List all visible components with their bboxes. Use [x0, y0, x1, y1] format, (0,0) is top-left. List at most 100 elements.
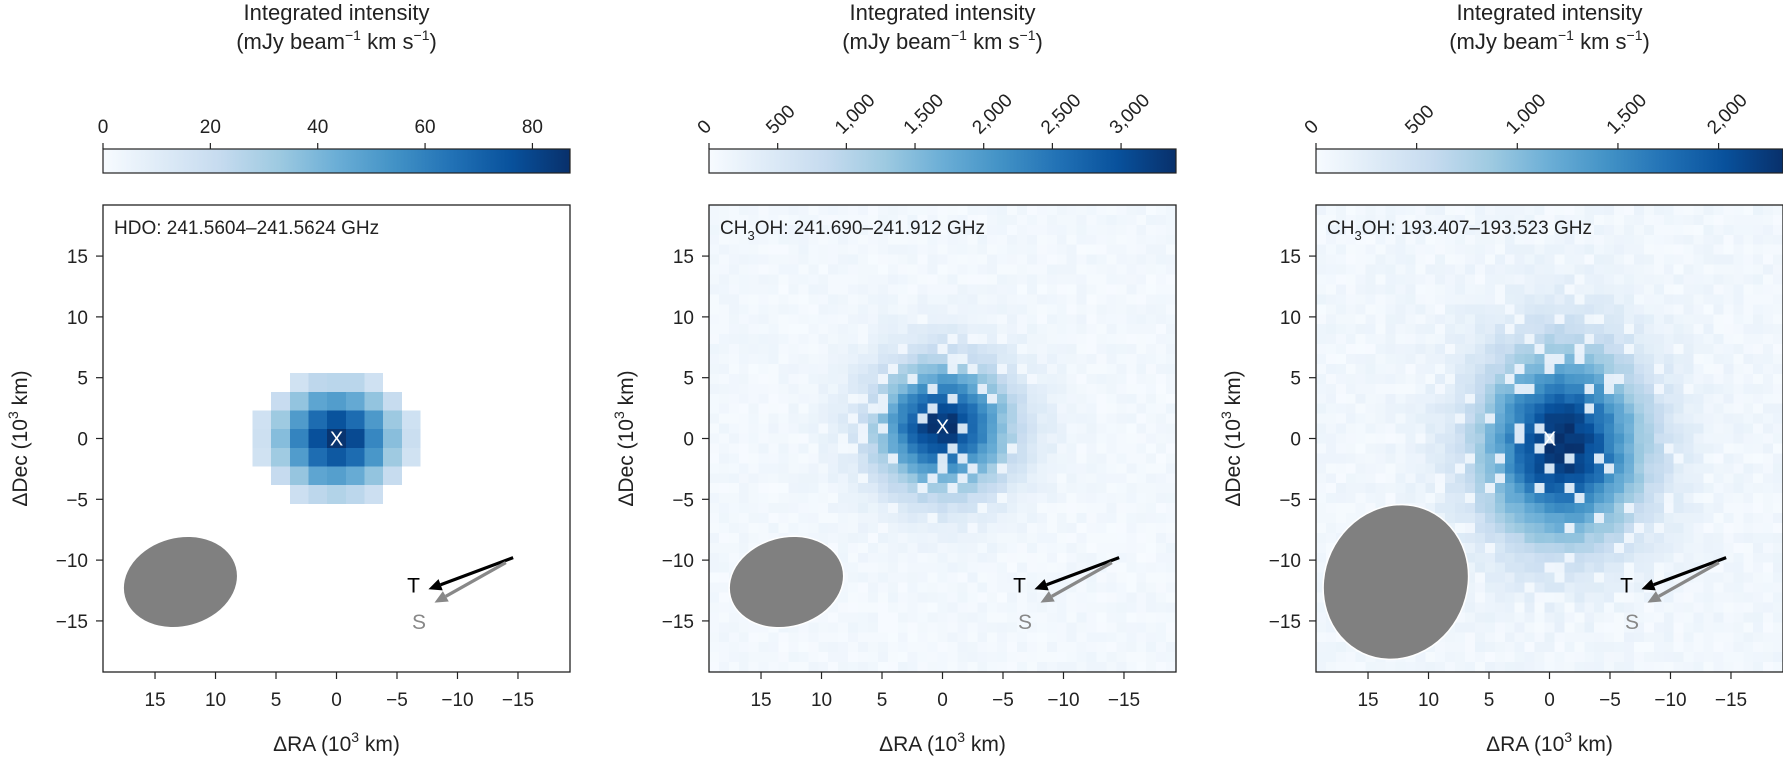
x-tick-label: −10: [1654, 690, 1686, 711]
unit-part: (mJy beam: [1449, 29, 1558, 54]
unit-part: ): [1642, 29, 1649, 54]
beam-ellipse: [1322, 503, 1470, 661]
colorbar-unit: (mJy beam−1 km s−1): [1449, 27, 1650, 54]
y-tick-label: −15: [56, 612, 88, 633]
y-tick-label: −10: [56, 551, 88, 572]
colorbar-tick-label: 0: [694, 116, 716, 138]
x-tick-label: 10: [811, 690, 832, 711]
x-tick-label: −15: [1715, 690, 1747, 711]
y-axis-label: ΔDec (103 km): [5, 370, 32, 506]
x-tick-label: −5: [992, 690, 1014, 711]
x-tick-label: 10: [1418, 690, 1439, 711]
label-text: OH: 241.690–241.912 GHz: [755, 218, 985, 239]
label-part: km): [1572, 733, 1613, 756]
colorbar-tick-label: 1,000: [831, 90, 879, 138]
x-tick-label: −5: [1599, 690, 1621, 711]
colorbar-tick-label: 500: [762, 101, 799, 138]
unit-part: (mJy beam: [842, 29, 951, 54]
panel-3: Integrated intensity(mJy beam−1 km s−1) 0…: [1218, 0, 1783, 756]
y-tick-label: 15: [1280, 247, 1301, 268]
y-tick-label: 0: [1290, 430, 1301, 451]
colorbar-tick-label: 80: [522, 117, 543, 138]
colorbar-tick-label: 500: [1401, 101, 1438, 138]
arrow-label-s: S: [412, 611, 426, 634]
x-tick-label: 5: [271, 690, 282, 711]
arrow-s-head: [1647, 591, 1662, 603]
colorbar-title: Integrated intensity: [244, 0, 430, 25]
x-tick-label: 15: [144, 690, 165, 711]
superscript: 3: [1564, 729, 1572, 745]
y-axis-label: ΔDec (103 km): [611, 370, 638, 506]
colorbar-tick-label: 60: [414, 117, 435, 138]
colorbar-tick-label: 40: [307, 117, 328, 138]
superscript: −1: [1627, 27, 1643, 43]
colorbar-tick-label: 1,500: [900, 90, 948, 138]
label-text: HDO: 241.5604–241.5624 GHz: [114, 218, 379, 239]
x-tick-label: 5: [1484, 690, 1495, 711]
subscript: 3: [747, 228, 754, 243]
label-part: km): [965, 733, 1006, 756]
y-tick-label: −5: [1279, 490, 1301, 511]
y-tick-label: 15: [67, 247, 88, 268]
y-tick-label: 0: [683, 430, 694, 451]
colorbar-title: Integrated intensity: [1457, 0, 1643, 25]
colorbar-tick-label: 2,000: [968, 90, 1016, 138]
panel-label: CH3OH: 193.407–193.523 GHz: [1327, 218, 1592, 243]
x-tick-label: −15: [502, 690, 534, 711]
colorbar-unit: (mJy beam−1 km s−1): [842, 27, 1043, 54]
superscript: 3: [1218, 411, 1234, 419]
y-tick-label: −15: [1269, 612, 1301, 633]
y-tick-label: −10: [1269, 551, 1301, 572]
label-part: km): [1222, 370, 1245, 411]
arrow-t-head: [1641, 579, 1656, 591]
label-part: km): [359, 733, 400, 756]
arrow-label-s: S: [1018, 611, 1032, 634]
label-part: ΔRA (10: [879, 733, 957, 756]
colorbar-tick-label: 1,500: [1603, 90, 1651, 138]
label-part: ΔDec (10: [9, 419, 32, 507]
y-tick-label: −5: [66, 490, 88, 511]
y-tick-label: 10: [67, 308, 88, 329]
arrow-s-shaft: [445, 561, 507, 598]
label-text: CH: [1327, 218, 1354, 239]
colorbar-tick-label: 20: [200, 117, 221, 138]
superscript: −1: [1558, 27, 1574, 43]
label-part: ΔRA (10: [1486, 733, 1564, 756]
unit-part: (mJy beam: [236, 29, 345, 54]
x-tick-label: 0: [937, 690, 948, 711]
y-tick-label: 10: [673, 308, 694, 329]
superscript: 3: [5, 411, 21, 419]
colorbar-unit: (mJy beam−1 km s−1): [236, 27, 437, 54]
colorbar: [708, 148, 1177, 174]
unit-part: ): [1035, 29, 1042, 54]
arrow-s-shaft: [1658, 561, 1720, 598]
x-tick-label: −5: [386, 690, 408, 711]
arrow-t-shaft: [1653, 556, 1727, 587]
superscript: −1: [1020, 27, 1036, 43]
colorbar-tick-label: 2,500: [1037, 90, 1085, 138]
superscript: −1: [951, 27, 967, 43]
subscript: 3: [1354, 228, 1361, 243]
label-part: ΔDec (10: [1222, 419, 1245, 507]
y-tick-label: 5: [77, 369, 88, 390]
arrow-t-shaft: [440, 556, 514, 587]
y-tick-label: −15: [662, 612, 694, 633]
superscript: 3: [351, 729, 359, 745]
unit-part: km s: [967, 29, 1020, 54]
colorbar: [102, 148, 571, 174]
x-tick-label: 15: [1357, 690, 1378, 711]
colorbar-tick-label: 1,000: [1502, 90, 1550, 138]
label-text: OH: 193.407–193.523 GHz: [1362, 218, 1592, 239]
y-axis-label: ΔDec (103 km): [1218, 370, 1245, 506]
arrow-label-s: S: [1625, 611, 1639, 634]
panel-label: HDO: 241.5604–241.5624 GHz: [114, 218, 379, 239]
x-axis-label: ΔRA (103 km): [1486, 729, 1613, 756]
panel-1: Integrated intensity(mJy beam−1 km s−1)0…: [5, 0, 571, 756]
label-part: km): [9, 370, 32, 411]
panel-label: CH3OH: 241.690–241.912 GHz: [720, 218, 985, 243]
x-tick-label: −10: [441, 690, 473, 711]
arrow-label-t: T: [407, 574, 420, 597]
arrow-t-shaft: [1046, 556, 1120, 587]
arrow-label-t: T: [1620, 574, 1633, 597]
